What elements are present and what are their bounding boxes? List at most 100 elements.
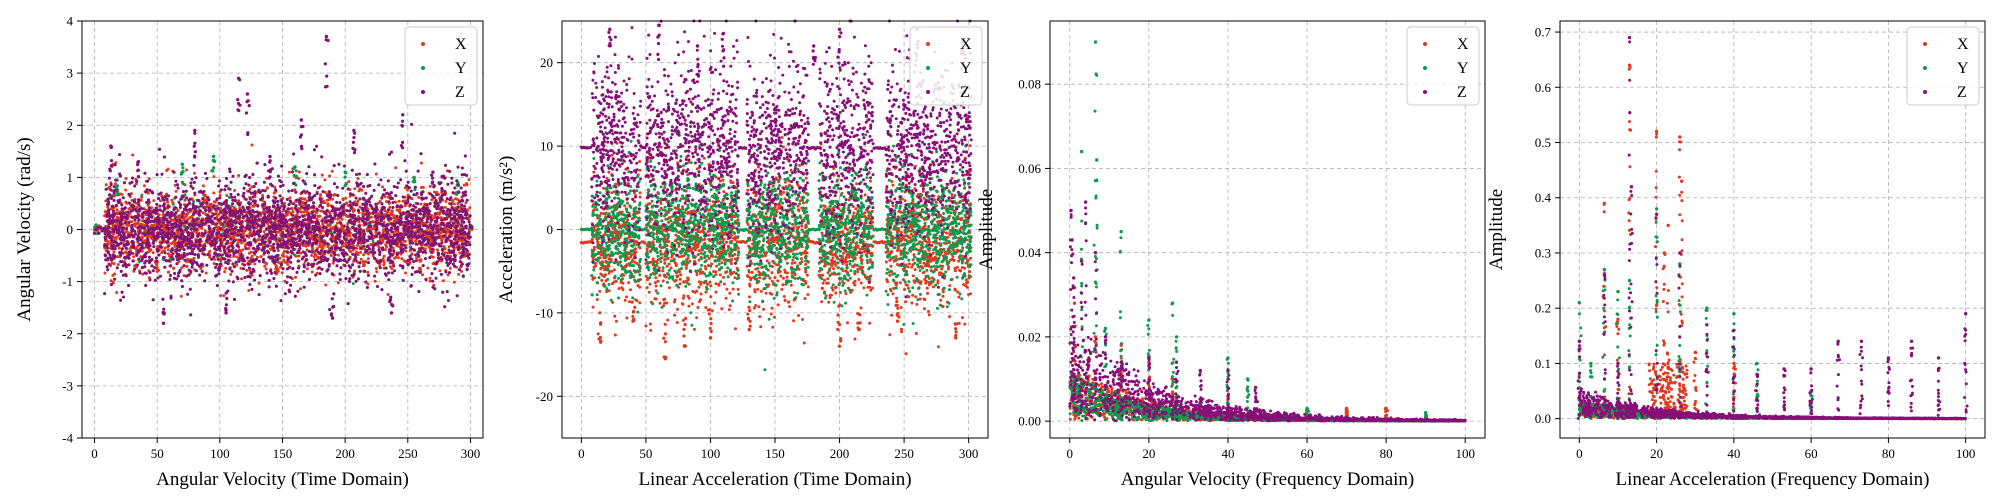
data-point xyxy=(282,227,285,230)
data-point xyxy=(420,203,423,206)
data-point xyxy=(332,262,335,265)
data-point xyxy=(330,254,333,257)
data-point xyxy=(422,186,425,189)
data-point xyxy=(466,183,469,186)
data-point xyxy=(400,257,403,260)
data-point xyxy=(204,195,207,198)
data-point xyxy=(143,184,146,187)
data-point xyxy=(306,210,309,213)
data-point xyxy=(313,256,316,259)
data-point xyxy=(357,200,360,203)
data-point xyxy=(192,200,195,203)
data-point xyxy=(316,218,319,221)
data-point xyxy=(258,282,261,285)
data-point xyxy=(128,224,131,227)
data-point xyxy=(125,177,128,180)
data-point xyxy=(349,250,352,253)
data-point xyxy=(393,257,396,260)
data-point xyxy=(301,202,304,205)
data-point xyxy=(202,184,205,187)
data-point xyxy=(370,216,373,219)
data-point xyxy=(331,170,334,173)
data-point xyxy=(212,192,215,195)
data-point xyxy=(115,291,118,294)
data-point xyxy=(183,274,186,277)
data-point xyxy=(290,207,293,210)
data-point xyxy=(383,255,386,258)
data-point xyxy=(298,171,301,174)
data-point xyxy=(357,253,360,256)
data-point xyxy=(205,272,208,275)
data-point xyxy=(463,184,466,187)
data-point xyxy=(436,248,439,251)
data-point xyxy=(165,169,168,172)
data-point xyxy=(172,203,175,206)
data-point xyxy=(235,255,238,258)
data-point xyxy=(344,197,347,200)
data-point xyxy=(224,267,227,270)
data-point xyxy=(134,222,137,225)
data-point xyxy=(106,206,109,209)
data-point xyxy=(444,200,447,203)
data-point xyxy=(321,174,324,177)
data-point xyxy=(438,269,441,272)
data-point xyxy=(103,272,106,275)
data-point xyxy=(323,178,326,181)
data-point xyxy=(140,194,143,197)
data-point xyxy=(326,224,329,227)
data-point xyxy=(398,209,401,212)
data-point xyxy=(444,206,447,209)
data-point xyxy=(204,212,207,215)
data-point xyxy=(447,252,450,255)
data-point xyxy=(404,250,407,253)
data-point xyxy=(426,267,429,270)
data-point xyxy=(188,216,191,219)
data-point xyxy=(378,246,381,249)
data-point xyxy=(342,197,345,200)
data-point xyxy=(337,254,340,257)
data-point xyxy=(180,295,183,298)
data-point xyxy=(237,174,240,177)
data-point xyxy=(375,267,378,270)
data-point xyxy=(300,210,303,213)
data-point xyxy=(401,200,404,203)
data-point xyxy=(394,166,397,169)
data-point xyxy=(375,270,378,273)
data-point xyxy=(306,267,309,270)
data-point xyxy=(193,172,196,175)
data-point xyxy=(164,246,167,249)
data-point xyxy=(441,238,444,241)
data-point xyxy=(149,249,152,252)
data-point xyxy=(124,189,127,192)
data-point xyxy=(392,216,395,219)
data-point xyxy=(352,282,355,285)
data-point xyxy=(167,271,170,274)
data-point xyxy=(175,190,178,193)
data-point xyxy=(420,162,423,165)
data-point xyxy=(297,177,300,180)
data-point xyxy=(185,265,188,268)
data-point xyxy=(310,254,313,257)
data-point xyxy=(375,173,378,176)
data-point xyxy=(244,229,247,232)
data-point xyxy=(112,250,115,253)
data-point xyxy=(275,265,278,268)
data-point xyxy=(453,281,456,284)
data-point xyxy=(294,276,297,279)
data-point xyxy=(116,208,119,211)
data-point xyxy=(333,193,336,196)
data-point xyxy=(111,262,114,265)
data-point xyxy=(429,280,432,283)
data-point xyxy=(359,187,362,190)
data-point xyxy=(355,251,358,254)
data-point xyxy=(444,251,447,254)
data-point xyxy=(229,273,232,276)
data-point xyxy=(289,196,292,199)
data-point xyxy=(468,206,471,209)
data-point xyxy=(132,255,135,258)
data-point xyxy=(218,221,221,224)
data-point xyxy=(444,247,447,250)
data-point xyxy=(337,281,340,284)
data-point xyxy=(288,171,291,174)
data-point xyxy=(403,259,406,262)
